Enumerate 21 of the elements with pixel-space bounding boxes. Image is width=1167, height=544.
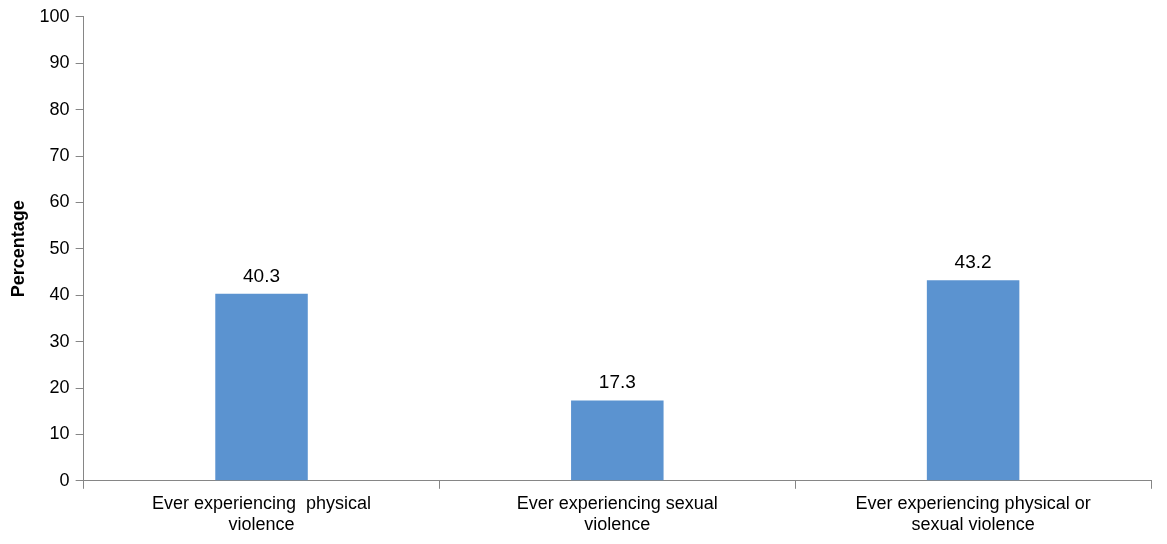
- y-tick-label: 40: [49, 284, 70, 305]
- bar: [926, 280, 1020, 481]
- x-tick-label: Ever experiencing physical or sexual violence: [855, 492, 1091, 535]
- y-tick-label: 90: [49, 52, 70, 73]
- y-tick-label: 70: [49, 144, 70, 165]
- y-tick-label: 0: [59, 469, 70, 490]
- y-tick-label: 20: [49, 376, 70, 397]
- y-tick-label: 10: [49, 423, 70, 444]
- x-tick-label: Ever experiencing sexual violence: [516, 492, 718, 535]
- data-label: 17.3: [598, 371, 636, 393]
- x-tick-label: Ever experiencing physical violence: [151, 492, 372, 535]
- bar: [215, 293, 308, 481]
- y-tick-label: 60: [49, 191, 70, 212]
- y-tick-label: 50: [49, 237, 70, 258]
- y-tick-label: 80: [49, 98, 70, 119]
- y-tick-label: 100: [39, 5, 70, 26]
- data-label: 40.3: [243, 264, 281, 286]
- y-tick-label: 30: [49, 330, 70, 351]
- bar: [571, 400, 664, 481]
- y-axis-title: Percentage: [7, 200, 28, 298]
- data-label: 43.2: [954, 251, 992, 273]
